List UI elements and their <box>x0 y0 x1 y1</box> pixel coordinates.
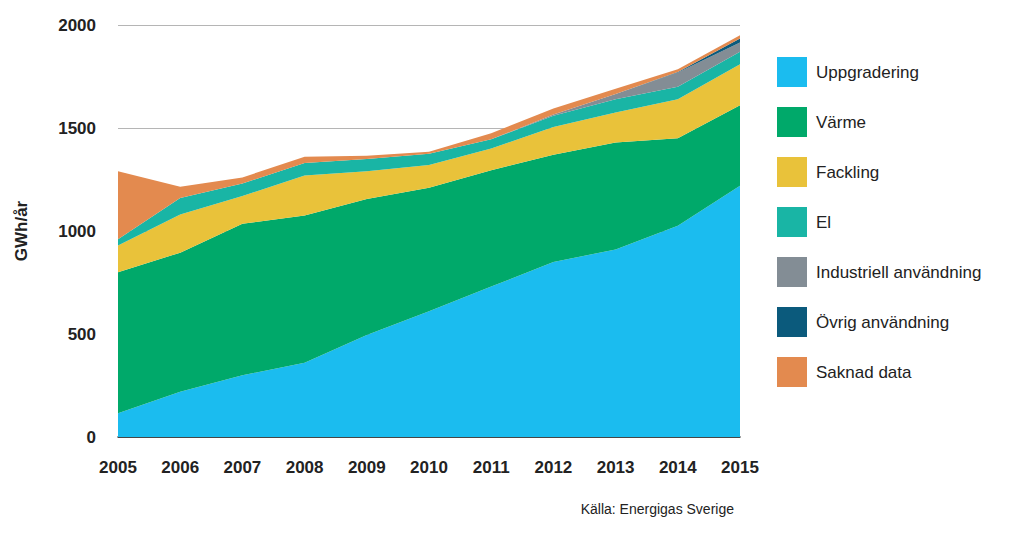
svg-text:2012: 2012 <box>534 458 572 477</box>
svg-text:2015: 2015 <box>721 458 759 477</box>
svg-text:2000: 2000 <box>58 16 96 35</box>
svg-text:2009: 2009 <box>348 458 386 477</box>
svg-text:2006: 2006 <box>161 458 199 477</box>
svg-text:2008: 2008 <box>286 458 324 477</box>
svg-text:2011: 2011 <box>473 458 510 477</box>
svg-text:Uppgradering: Uppgradering <box>816 63 919 82</box>
svg-text:Saknad data: Saknad data <box>816 363 912 382</box>
svg-text:2010: 2010 <box>410 458 448 477</box>
svg-text:0: 0 <box>87 428 96 447</box>
svg-text:500: 500 <box>68 325 96 344</box>
svg-text:Övrig användning: Övrig användning <box>816 313 949 332</box>
svg-text:El: El <box>816 213 831 232</box>
svg-text:2005: 2005 <box>99 458 137 477</box>
svg-text:GWh/år: GWh/år <box>12 200 31 261</box>
svg-text:Källa: Energigas Sverige: Källa: Energigas Sverige <box>581 501 735 517</box>
svg-text:2014: 2014 <box>659 458 697 477</box>
svg-text:1000: 1000 <box>58 222 96 241</box>
svg-text:2013: 2013 <box>597 458 635 477</box>
svg-text:Fackling: Fackling <box>816 163 879 182</box>
svg-text:1500: 1500 <box>58 119 96 138</box>
svg-text:Industriell användning: Industriell användning <box>816 263 981 282</box>
svg-text:2007: 2007 <box>223 458 261 477</box>
svg-text:Värme: Värme <box>816 113 866 132</box>
